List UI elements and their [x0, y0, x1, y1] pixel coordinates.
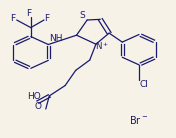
Text: F: F — [10, 14, 15, 23]
Text: F: F — [26, 9, 31, 18]
Text: HO: HO — [27, 92, 41, 101]
Text: NH: NH — [49, 34, 62, 43]
Text: Br$^-$: Br$^-$ — [130, 114, 149, 126]
Text: S: S — [79, 11, 85, 20]
Text: Cl: Cl — [140, 80, 149, 89]
Text: O: O — [34, 102, 41, 111]
Text: N$^+$: N$^+$ — [95, 41, 109, 52]
Text: F: F — [44, 14, 49, 23]
